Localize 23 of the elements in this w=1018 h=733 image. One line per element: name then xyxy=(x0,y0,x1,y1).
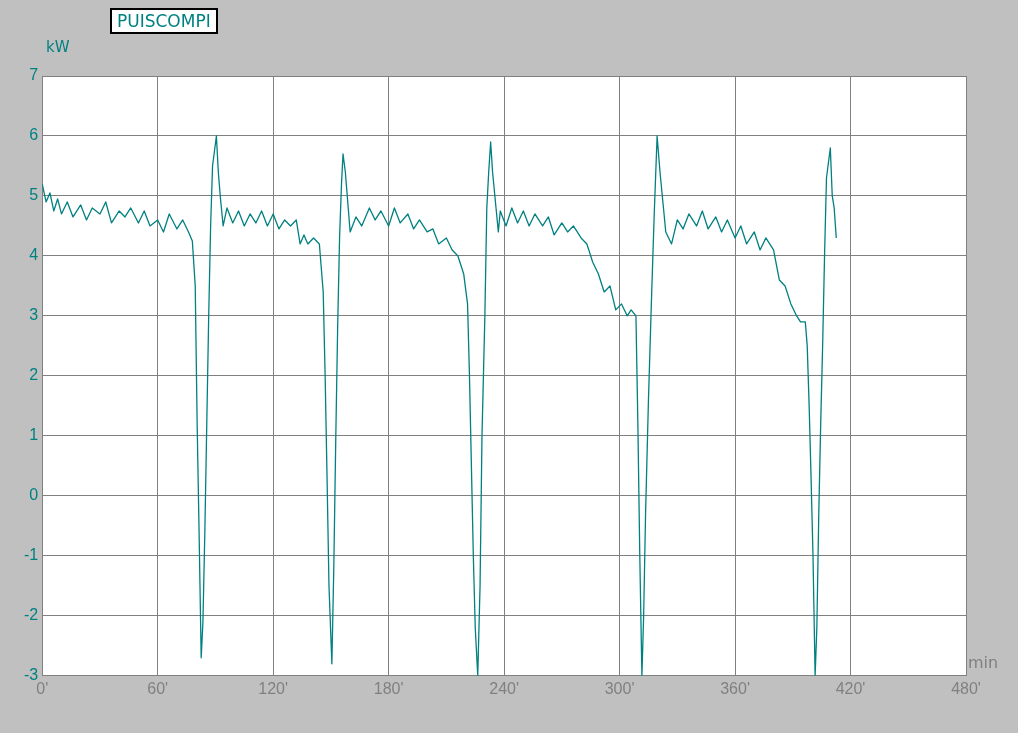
x-tick-label: 0' xyxy=(36,679,49,697)
y-tick-label: -3 xyxy=(23,666,39,684)
x-tick-label: 480' xyxy=(951,679,981,697)
x-tick-label: 60' xyxy=(147,679,169,697)
y-tick-label: -1 xyxy=(23,546,39,564)
y-axis-title: kW xyxy=(46,38,70,56)
x-tick-label: 120' xyxy=(258,679,289,697)
x-tick-label: 300' xyxy=(604,679,635,697)
x-tick-label: 360' xyxy=(720,679,750,697)
x-tick-label: 240' xyxy=(489,679,519,697)
y-tick-label: -2 xyxy=(23,606,39,624)
y-tick-label: 0 xyxy=(29,486,39,504)
y-tick-label: 3 xyxy=(29,306,39,324)
x-axis-title: min xyxy=(968,652,999,672)
y-tick-label: 2 xyxy=(29,366,39,384)
y-tick-label: 7 xyxy=(29,66,39,84)
x-tick-label: 420' xyxy=(835,679,866,697)
y-tick-label: 5 xyxy=(29,186,39,204)
x-tick-label: 180' xyxy=(373,679,404,697)
text: PUISCOMPI xyxy=(110,8,218,34)
y-tick-label: 4 xyxy=(29,246,39,264)
y-tick-label: 1 xyxy=(29,426,39,444)
y-tick-label: 6 xyxy=(29,126,39,144)
